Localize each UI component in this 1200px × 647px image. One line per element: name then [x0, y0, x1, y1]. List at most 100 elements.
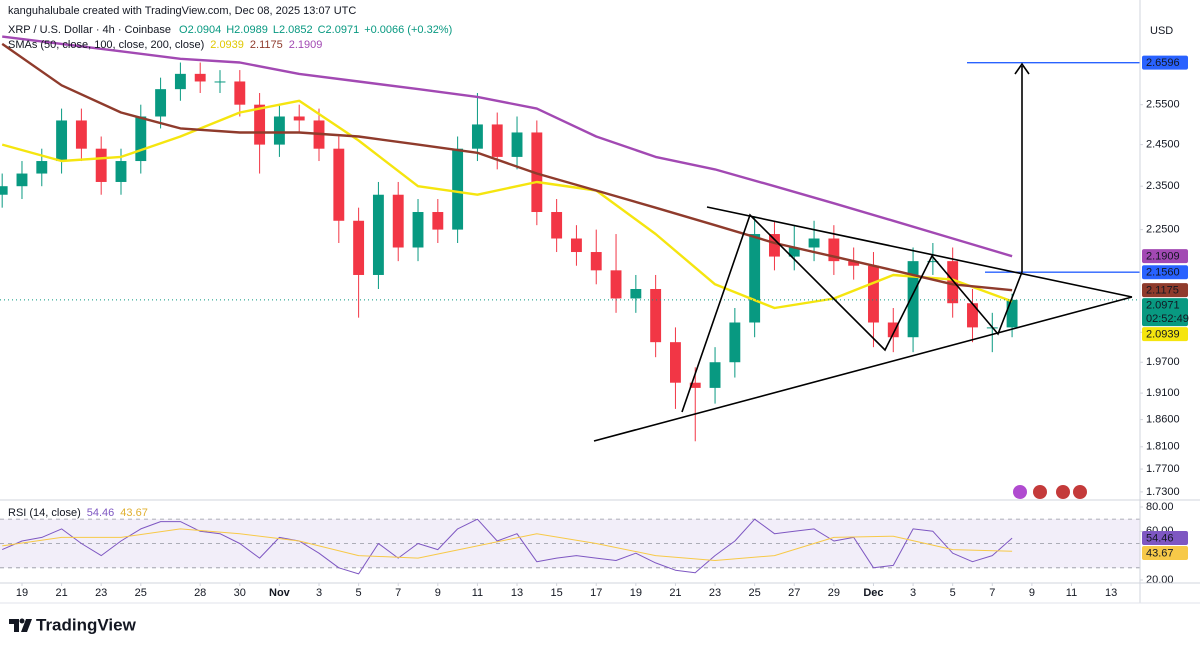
countdown: 02:52:49: [1146, 313, 1189, 325]
candle-body: [491, 124, 503, 157]
x-tick-label: 23: [95, 587, 107, 599]
candle-body: [0, 186, 8, 195]
arrow-head: [1014, 62, 1030, 75]
x-tick-label: 21: [55, 587, 67, 599]
logo: TradingView: [9, 615, 137, 634]
currency: USD: [1150, 25, 1173, 37]
sma-line: [1, 99, 1013, 310]
price-tag: [1142, 55, 1188, 70]
x-tick-label: 9: [1029, 587, 1035, 599]
price-tag-label: 2.6596: [1146, 57, 1180, 69]
ohlc: H2.0989: [226, 24, 268, 36]
price-tag-label: 2.0971: [1146, 300, 1180, 312]
price-tag: [1142, 283, 1188, 298]
candle-body: [848, 261, 860, 266]
price-tag-label: 2.1909: [1146, 251, 1180, 263]
candle-body: [353, 220, 365, 275]
x-tick-label: 3: [316, 587, 322, 599]
brand: TradingView: [36, 615, 137, 634]
legend-value: 2.1175: [250, 39, 283, 51]
plot: 2.55002.45002.35002.25002.03001.97001.91…: [0, 35, 1189, 599]
logo-mark: [9, 619, 32, 632]
x-tick-label: 13: [511, 587, 523, 599]
price-tag: [1142, 249, 1188, 264]
candle-body: [570, 238, 582, 253]
candle-body: [452, 148, 464, 230]
price-tag: [1142, 327, 1188, 342]
candle-body: [947, 261, 959, 304]
candle-body: [967, 303, 978, 328]
candle-body: [392, 194, 404, 248]
logo-mark: [19, 618, 25, 624]
x-tick-label: 5: [356, 587, 362, 599]
candle-body: [670, 342, 681, 383]
x-tick-label: 23: [709, 587, 721, 599]
annotations: [593, 62, 1133, 442]
candle-body: [471, 124, 483, 149]
legend-value: 43.67: [120, 507, 148, 519]
x-tick-label: 25: [135, 587, 147, 599]
candle-body: [788, 247, 800, 257]
symbol-header: XRP / U.S. Dollar · 4h · Coinbase O2.0904…: [8, 24, 452, 36]
candle-body: [927, 261, 939, 263]
candle-body: [115, 161, 127, 182]
candle-body: [808, 238, 820, 248]
sma-line: [1, 42, 1013, 292]
legend-value: 2.0939: [210, 39, 244, 51]
candle-body: [155, 89, 167, 117]
price-tag-label: 2.0939: [1146, 329, 1180, 341]
x-tick-label: 17: [590, 587, 602, 599]
candle-body: [36, 161, 48, 174]
candle-body: [887, 322, 899, 338]
candle-body: [610, 270, 622, 299]
price-tag-label: 2.1560: [1146, 267, 1180, 279]
y-tick-label: 1.9100: [1146, 387, 1180, 399]
x-tick-label: 11: [1066, 587, 1077, 599]
x-tick-label: 9: [435, 587, 441, 599]
candle-body: [511, 132, 523, 157]
triangle-upper: [706, 206, 1133, 298]
indicator-name: RSI (14, close): [8, 507, 81, 519]
y-tick-label: 20.00: [1146, 574, 1174, 586]
x-tick-label: 11: [472, 587, 483, 599]
y-tick-label: 1.7700: [1146, 463, 1180, 475]
x-tick-label: 29: [828, 587, 840, 599]
candle-body: [432, 212, 444, 230]
candle-body: [333, 148, 345, 221]
candle-body: [293, 116, 305, 121]
x-tick-label: 5: [950, 587, 956, 599]
price-tag-label: 54.46: [1146, 532, 1174, 544]
candle-body: [729, 322, 741, 363]
candle-body: [412, 212, 424, 248]
title: XRP / U.S. Dollar · 4h · Coinbase: [8, 24, 171, 36]
y-tick-label: 1.8100: [1146, 441, 1180, 453]
price-tag: [1142, 298, 1188, 327]
candle-body: [95, 148, 107, 182]
price-tag: [1142, 265, 1188, 280]
candle-body: [531, 132, 543, 213]
candle-body: [650, 288, 662, 343]
x-tick-label: 19: [16, 587, 28, 599]
candle-body: [56, 120, 68, 162]
legend-value: 2.1909: [289, 39, 323, 51]
candle-body: [590, 252, 602, 271]
icon: [1013, 485, 1027, 499]
candle-body: [174, 73, 186, 90]
candle-body: [907, 261, 919, 338]
y-tick-label: 2.3500: [1146, 180, 1180, 192]
indicator-name: SMAs (50, close, 100, close, 200, close): [8, 39, 204, 51]
x-tick-label: 3: [910, 587, 916, 599]
price-tag-label: 43.67: [1146, 547, 1174, 559]
sma-line: [2, 35, 1013, 258]
rsi-line: [2, 518, 1013, 575]
candle-body: [16, 173, 28, 187]
x-tick-label: 25: [749, 587, 761, 599]
price-tag-label: 2.1175: [1146, 285, 1179, 297]
triangle-lower: [593, 296, 1133, 442]
y-tick-label: 1.7300: [1146, 486, 1180, 498]
y-tick-label: 2.2500: [1146, 224, 1180, 236]
x-tick-label: 7: [395, 587, 401, 599]
candle-body: [75, 120, 87, 149]
